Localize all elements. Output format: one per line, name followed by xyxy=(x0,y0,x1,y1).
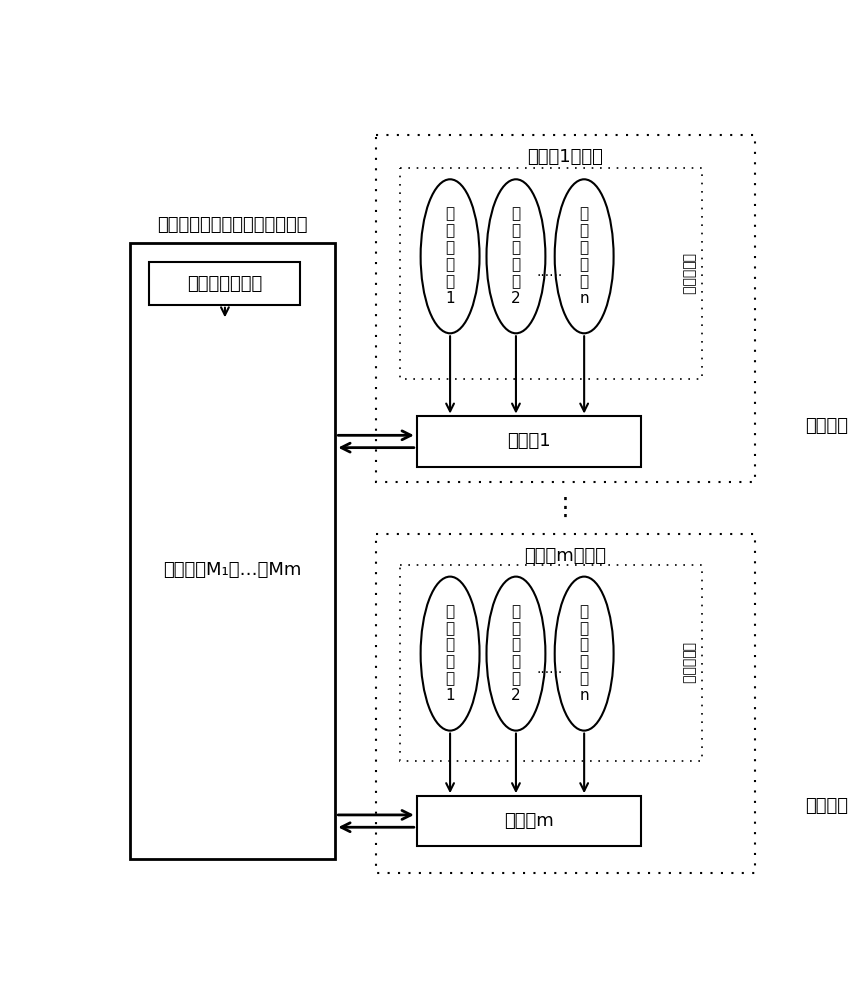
Ellipse shape xyxy=(486,179,545,333)
Text: n: n xyxy=(578,688,589,703)
Text: 信: 信 xyxy=(579,655,588,670)
Text: 信: 信 xyxy=(511,257,519,272)
Text: 息: 息 xyxy=(579,672,588,687)
Text: 感: 感 xyxy=(579,223,588,238)
Text: 结构矩阵M₁、…、Mm: 结构矩阵M₁、…、Mm xyxy=(163,561,301,579)
Text: 息: 息 xyxy=(579,274,588,289)
Text: 传: 传 xyxy=(511,604,519,619)
Ellipse shape xyxy=(554,577,613,731)
Bar xyxy=(399,168,701,379)
Text: 器: 器 xyxy=(445,240,454,255)
Text: ......: ...... xyxy=(537,265,562,279)
Text: 感: 感 xyxy=(579,621,588,636)
Text: 息: 息 xyxy=(445,672,454,687)
Text: 感: 感 xyxy=(511,223,519,238)
Text: 器: 器 xyxy=(579,638,588,653)
Text: 机器人m的系统: 机器人m的系统 xyxy=(524,547,606,565)
Bar xyxy=(130,243,335,859)
Ellipse shape xyxy=(421,179,479,333)
Bar xyxy=(416,796,641,846)
Text: n: n xyxy=(578,291,589,306)
Text: 感: 感 xyxy=(445,621,454,636)
Text: 信: 信 xyxy=(445,655,454,670)
Text: 信: 信 xyxy=(445,257,454,272)
Text: 感: 感 xyxy=(511,621,519,636)
Text: 信: 信 xyxy=(579,257,588,272)
Text: 机器人m: 机器人m xyxy=(503,812,554,830)
Bar xyxy=(149,262,300,305)
Text: 传感器信息: 传感器信息 xyxy=(680,253,694,295)
Text: 器: 器 xyxy=(511,638,519,653)
Text: 传: 传 xyxy=(579,604,588,619)
Text: 息: 息 xyxy=(511,274,519,289)
Text: 传感器信息: 传感器信息 xyxy=(680,642,694,684)
Text: 1: 1 xyxy=(444,688,455,703)
Ellipse shape xyxy=(421,577,479,731)
Ellipse shape xyxy=(486,577,545,731)
Bar xyxy=(376,534,754,873)
Text: 传: 传 xyxy=(445,206,454,221)
Text: 息: 息 xyxy=(511,672,519,687)
Text: 定位行为: 定位行为 xyxy=(804,797,847,815)
Bar xyxy=(416,416,641,466)
Text: 传: 传 xyxy=(511,206,519,221)
Text: 2: 2 xyxy=(511,291,520,306)
Text: 定位行为: 定位行为 xyxy=(804,417,847,435)
Ellipse shape xyxy=(554,179,613,333)
Text: 感: 感 xyxy=(445,223,454,238)
Bar xyxy=(376,135,754,482)
Text: 2: 2 xyxy=(511,688,520,703)
Text: 传: 传 xyxy=(445,604,454,619)
Text: ⋮: ⋮ xyxy=(553,496,577,520)
Text: 基于矩阵半张量积的模糊控制器: 基于矩阵半张量积的模糊控制器 xyxy=(157,216,308,234)
Text: 器: 器 xyxy=(579,240,588,255)
Text: 信: 信 xyxy=(511,655,519,670)
Text: ......: ...... xyxy=(537,662,562,676)
Text: 机器人1的系统: 机器人1的系统 xyxy=(527,148,603,166)
Text: 1: 1 xyxy=(444,291,455,306)
Text: 息: 息 xyxy=(445,274,454,289)
Bar xyxy=(399,565,701,761)
Text: 传: 传 xyxy=(579,206,588,221)
Text: 器: 器 xyxy=(445,638,454,653)
Text: 模糊控制规则库: 模糊控制规则库 xyxy=(187,275,262,293)
Text: 器: 器 xyxy=(511,240,519,255)
Text: 机器人1: 机器人1 xyxy=(507,432,550,450)
